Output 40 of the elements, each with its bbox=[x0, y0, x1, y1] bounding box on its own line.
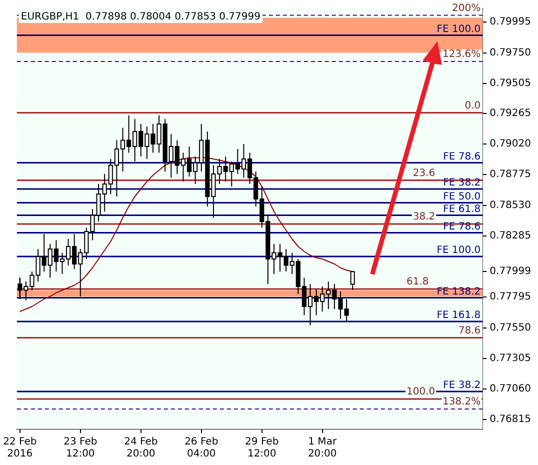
x-tick-label: 22 Feb 2016 bbox=[3, 436, 37, 460]
annotation: 100.0 bbox=[406, 386, 436, 398]
ref-line-label: FE 100.0 bbox=[436, 245, 481, 256]
y-tick-label: 0.77550 bbox=[490, 322, 532, 334]
x-tick-label: 1 Mar 20:00 bbox=[308, 436, 338, 460]
y-tick-label: 0.78285 bbox=[490, 230, 532, 242]
x-tick-label: 24 Feb 20:00 bbox=[124, 436, 158, 460]
annotation: 200% bbox=[452, 2, 481, 14]
ref-line-label: FE 138.2 bbox=[436, 286, 481, 298]
ref-line-label: FE 100.0 bbox=[436, 24, 481, 35]
ref-line-label: FE 78.6 bbox=[443, 221, 481, 232]
y-tick-label: 0.79505 bbox=[490, 78, 532, 89]
annotation: 138.2% bbox=[442, 396, 481, 408]
y-tick-label: 0.77060 bbox=[490, 384, 532, 395]
ref-line-label: FE 61.8 bbox=[443, 204, 481, 215]
x-tick-label: 26 Feb 04:00 bbox=[184, 436, 218, 460]
y-tick-label: 0.77305 bbox=[490, 352, 532, 364]
chart-title: EURGBP,H1 0.77898 0.78004 0.77853 0.77999 bbox=[20, 12, 260, 23]
ref-line-label: FE 50.0 bbox=[443, 191, 481, 202]
x-tick-label: 23 Feb 12:00 bbox=[64, 436, 98, 460]
y-tick-label: 0.78775 bbox=[490, 169, 532, 180]
y-tick-label: 0.79750 bbox=[490, 47, 532, 58]
y-tick-label: 0.79020 bbox=[490, 138, 532, 150]
y-tick-label: 0.79265 bbox=[490, 108, 532, 119]
y-tick-label: 0.78530 bbox=[490, 200, 532, 211]
y-tick-label: 0.77795 bbox=[490, 292, 532, 303]
annotation: 23.6 bbox=[412, 168, 436, 179]
annotation: 61.8 bbox=[406, 276, 429, 288]
annotation: 0.0 bbox=[464, 100, 481, 112]
x-tick-label: 29 Feb 12:00 bbox=[245, 436, 279, 460]
annotation: 123.6% bbox=[442, 49, 481, 60]
y-tick-label: 0.76815 bbox=[490, 414, 532, 426]
annotation: 38.2 bbox=[412, 212, 436, 223]
y-tick-label: 0.79995 bbox=[490, 16, 532, 28]
annotation: 78.6 bbox=[458, 325, 481, 336]
ref-line-label: FE 161.8 bbox=[436, 310, 481, 322]
ref-line-label: FE 38.2 bbox=[443, 178, 481, 189]
ref-line-label: FE 38.2 bbox=[443, 380, 481, 392]
ref-line-label: FE 78.6 bbox=[443, 151, 481, 162]
y-tick-label: 0.77999 bbox=[490, 266, 532, 278]
